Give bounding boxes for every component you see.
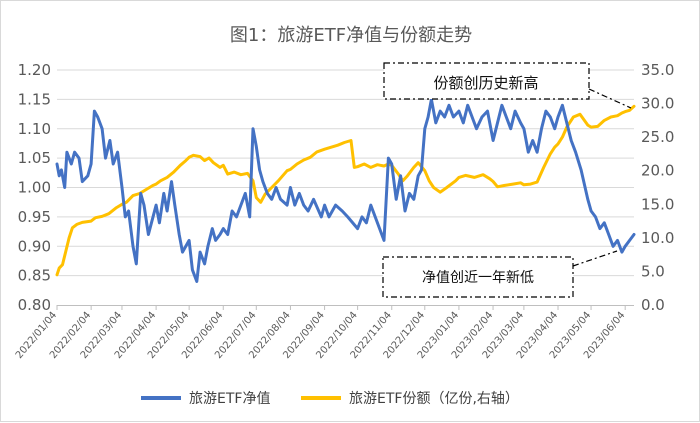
left-tick-label: 0.80 (18, 296, 51, 314)
right-tick-label: 30.0 (641, 95, 674, 113)
chart-title: 图1：旅游ETF净值与份额走势 (230, 25, 472, 46)
left-tick-label: 1.00 (18, 179, 51, 197)
right-tick-label: 0.0 (641, 296, 665, 314)
annotation-box (382, 256, 574, 298)
x-axis-ticks: 2022/01/042022/02/042022/03/042022/04/04… (14, 305, 627, 361)
series-line-share (55, 104, 636, 277)
right-tick-label: 35.0 (641, 61, 674, 79)
series-line-nav (55, 97, 636, 283)
gridlines (57, 69, 634, 277)
left-tick-label: 1.15 (18, 90, 51, 108)
annotation-text: 份额创历史新高 (433, 74, 538, 92)
left-tick-label: 0.95 (18, 208, 51, 226)
left-tick-label: 0.90 (18, 237, 51, 255)
left-tick-label: 0.85 (18, 267, 51, 285)
series-lines (55, 97, 636, 283)
annotation-box (383, 62, 590, 100)
right-tick-label: 15.0 (641, 195, 674, 213)
left-tick-label: 1.10 (18, 120, 51, 138)
right-tick-label: 20.0 (641, 162, 674, 180)
right-tick-label: 25.0 (641, 128, 674, 146)
right-tick-label: 10.0 (641, 229, 674, 247)
annotation-share-high: 份额创历史新高 (383, 62, 632, 109)
legend: 旅游ETF净值 旅游ETF份额（亿份,右轴） (141, 391, 519, 407)
annotation-text: 净值创近一年新低 (422, 270, 534, 286)
right-axis-ticks: 0.0 5.0 10.0 15.0 20.0 25.0 30.0 35.0 (641, 61, 674, 314)
left-axis-ticks: 0.80 0.85 0.90 0.95 1.00 1.05 1.10 1.15 1.20 (18, 61, 51, 314)
legend-label-nav: 旅游ETF净值 (189, 391, 270, 407)
left-tick-label: 1.05 (18, 149, 51, 167)
right-tick-label: 5.0 (641, 262, 665, 280)
legend-label-share: 旅游ETF份额（亿份,右轴） (349, 391, 519, 407)
left-tick-label: 1.20 (18, 61, 51, 79)
annotation-nav-low: 净值创近一年新低 (382, 250, 618, 298)
annotation-pointer (588, 88, 632, 109)
annotation-pointer (572, 250, 618, 267)
